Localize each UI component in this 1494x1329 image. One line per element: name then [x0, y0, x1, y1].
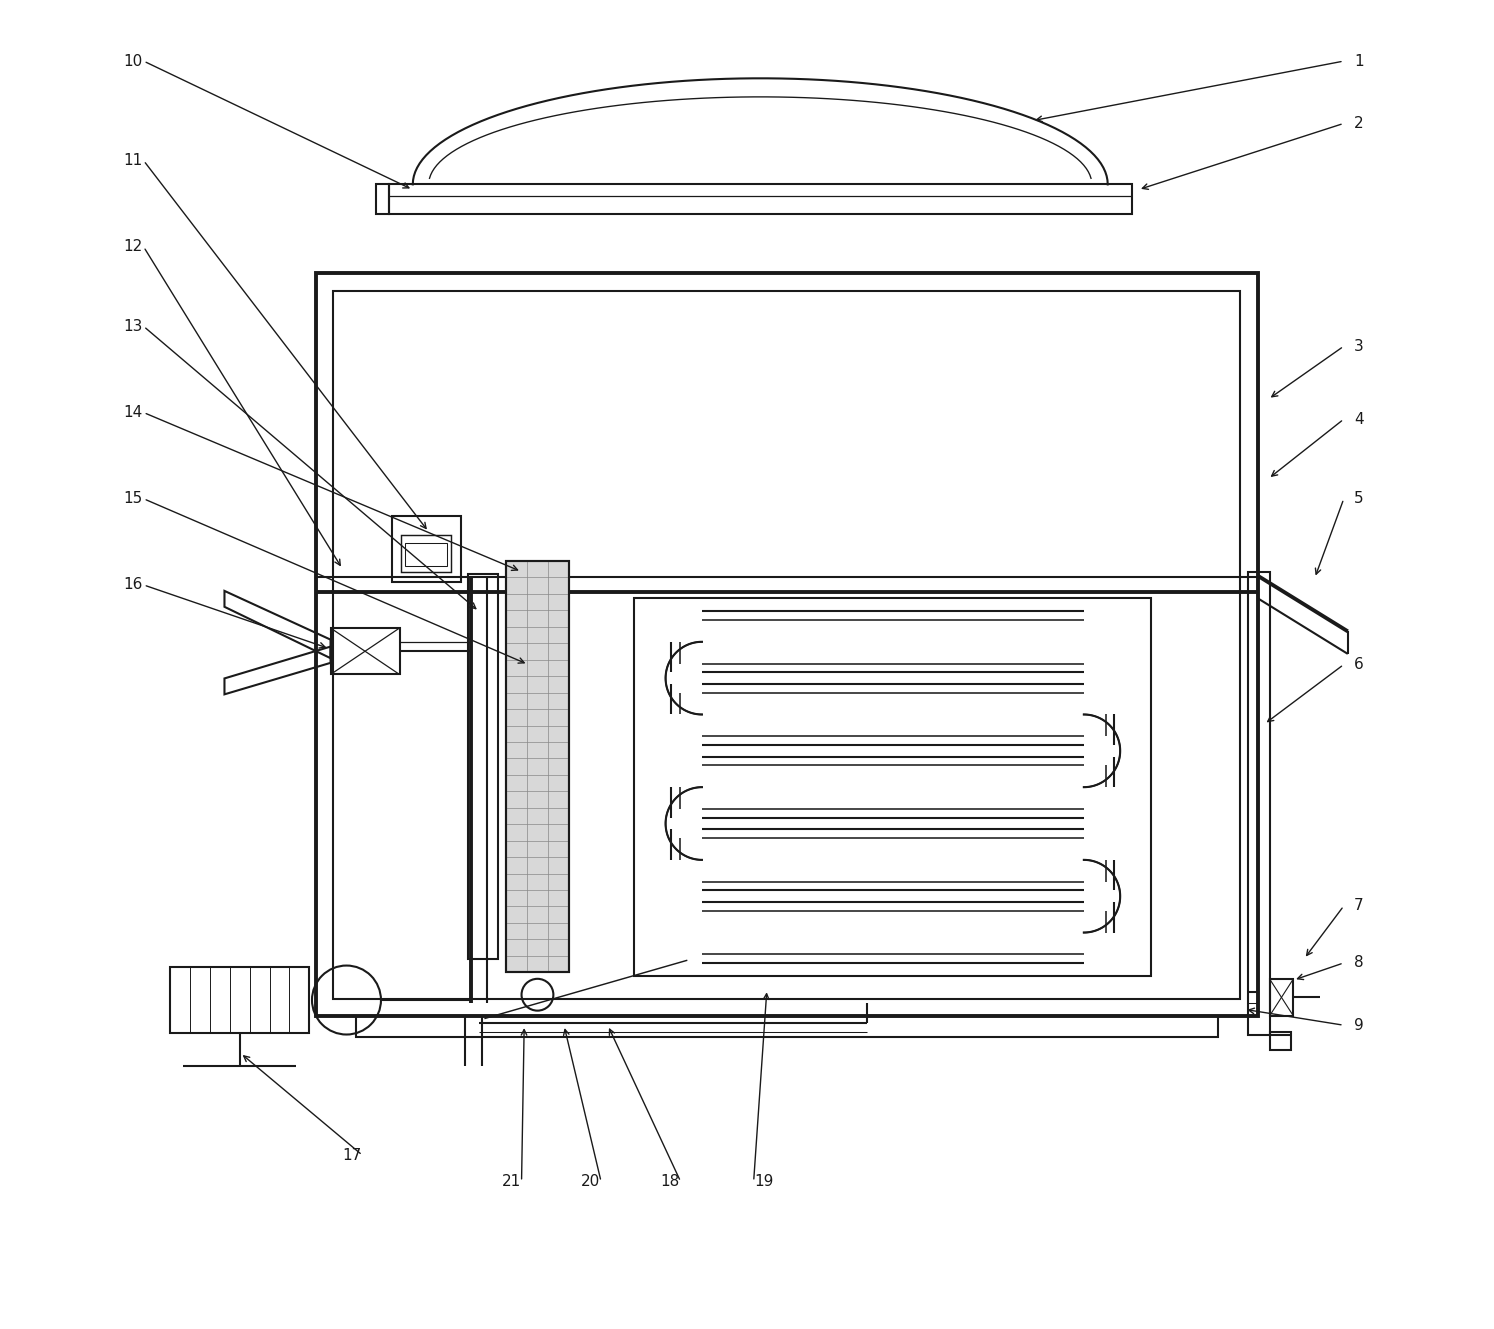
Text: 5: 5 [1354, 492, 1364, 506]
Text: 8: 8 [1354, 956, 1364, 970]
Bar [388, 185, 1131, 214]
Bar [405, 544, 447, 566]
Text: 19: 19 [754, 1175, 774, 1189]
Bar [333, 291, 1240, 998]
Text: 9: 9 [1354, 1018, 1364, 1033]
Text: 7: 7 [1354, 898, 1364, 913]
Bar [635, 598, 1152, 977]
Text: 2: 2 [1354, 116, 1364, 130]
Bar [170, 968, 309, 1033]
Bar [1249, 571, 1270, 1034]
Text: 15: 15 [124, 492, 143, 506]
Text: 1: 1 [1354, 53, 1364, 69]
Text: 13: 13 [124, 319, 143, 334]
Text: 3: 3 [1354, 339, 1364, 354]
Bar [505, 561, 569, 973]
Text: 14: 14 [124, 405, 143, 420]
Text: 21: 21 [502, 1175, 521, 1189]
Text: 11: 11 [124, 153, 143, 167]
Text: 12: 12 [124, 239, 143, 254]
Text: 16: 16 [124, 577, 143, 593]
Text: 17: 17 [342, 1148, 362, 1163]
Bar [391, 516, 460, 582]
Text: 4: 4 [1354, 412, 1364, 427]
Text: 20: 20 [581, 1175, 601, 1189]
Bar [315, 274, 1258, 1015]
Bar [400, 536, 451, 571]
Text: 18: 18 [660, 1175, 680, 1189]
Bar [1270, 979, 1294, 1015]
Text: 10: 10 [124, 53, 143, 69]
Text: 6: 6 [1354, 657, 1364, 672]
Bar [505, 561, 569, 973]
Bar [375, 185, 388, 214]
Bar [356, 1015, 1218, 1037]
Bar [330, 629, 399, 674]
Bar [1270, 1031, 1291, 1050]
Bar [469, 574, 498, 960]
